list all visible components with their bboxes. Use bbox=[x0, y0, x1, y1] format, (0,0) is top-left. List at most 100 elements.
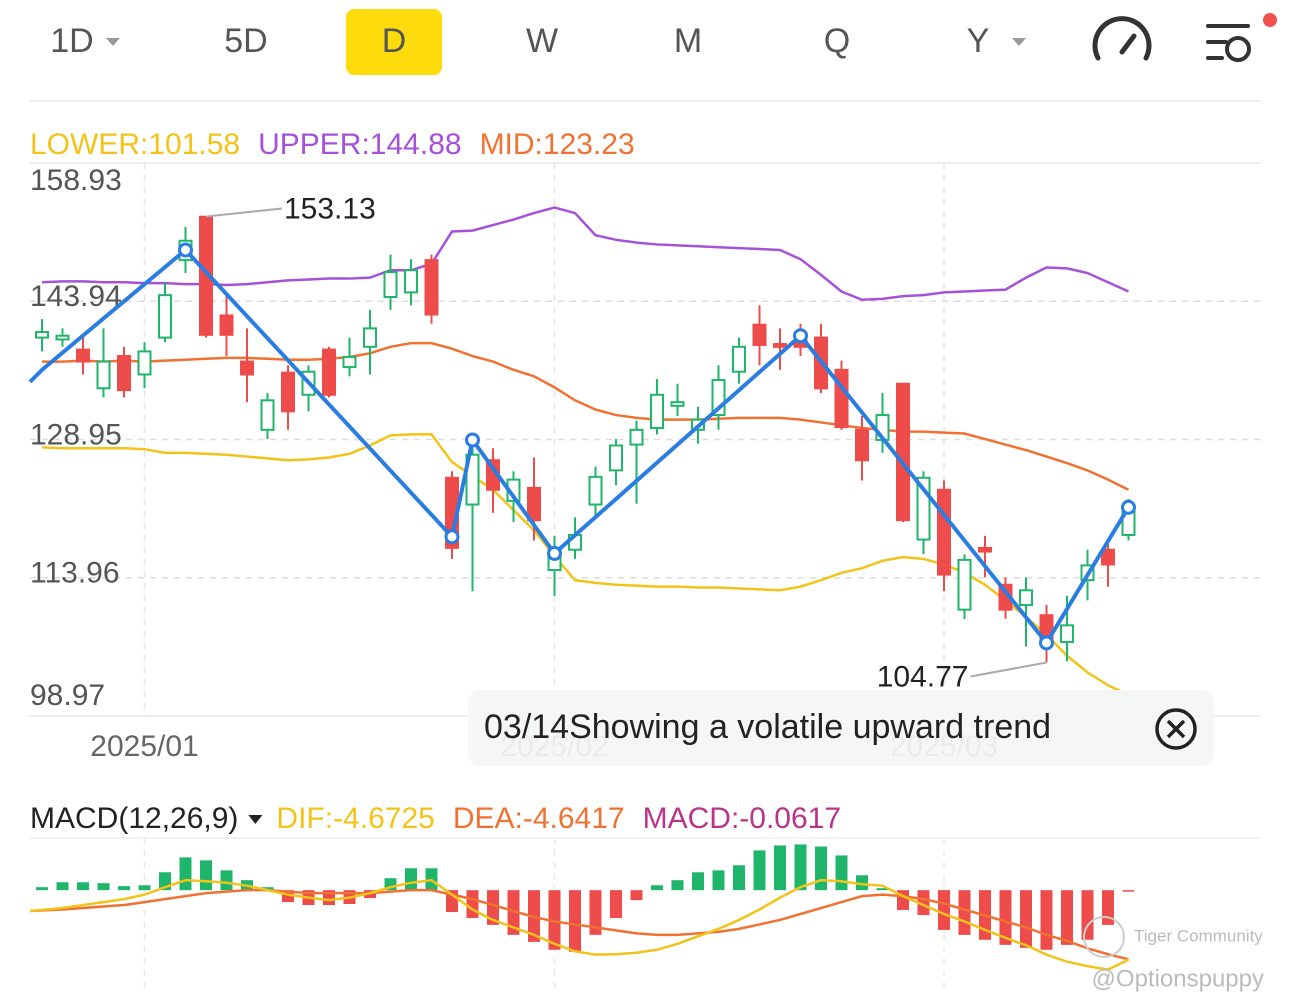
zigzag-point bbox=[1121, 499, 1136, 515]
tooltip-bg bbox=[468, 690, 1214, 766]
tab-label: 5D bbox=[224, 22, 267, 60]
y-tick-label: 158.93 bbox=[30, 164, 122, 197]
candle-body bbox=[1060, 624, 1074, 643]
macd-bar bbox=[77, 882, 89, 891]
zigzag-point bbox=[178, 242, 193, 258]
macd-bar bbox=[835, 855, 848, 891]
dropdown-arrow bbox=[106, 38, 120, 46]
tab-label: Q bbox=[824, 22, 850, 60]
macd-bar bbox=[466, 890, 479, 919]
candle-body bbox=[219, 314, 234, 336]
candle-body bbox=[465, 453, 480, 506]
dropdown-arrow bbox=[1012, 38, 1026, 46]
candle-body bbox=[96, 360, 111, 390]
macd-line bbox=[29, 878, 1130, 971]
macd-bar bbox=[1122, 890, 1135, 892]
candle-body bbox=[957, 558, 972, 611]
candle-body bbox=[55, 334, 70, 341]
macd-bar bbox=[282, 890, 294, 903]
candle-body bbox=[240, 360, 254, 376]
candle-body bbox=[834, 368, 849, 429]
macd-bar bbox=[384, 878, 397, 891]
candle-body bbox=[342, 355, 357, 369]
zigzag-point bbox=[547, 545, 562, 561]
needle bbox=[1119, 33, 1137, 55]
macd-bar bbox=[569, 890, 581, 952]
y-tick-label: 98.97 bbox=[30, 679, 105, 712]
candle-body bbox=[978, 546, 992, 553]
macd-bar bbox=[999, 890, 1012, 945]
speed-icon[interactable] bbox=[1092, 16, 1152, 61]
candle-body bbox=[1019, 589, 1033, 607]
macd-line bbox=[29, 888, 1129, 961]
macd-bar bbox=[610, 890, 622, 919]
macd-bar bbox=[774, 845, 786, 891]
zigzag-point bbox=[1039, 635, 1054, 651]
candle-body bbox=[322, 348, 336, 396]
annotation-label: 153.13 bbox=[284, 192, 376, 225]
tab[interactable]: M bbox=[674, 22, 702, 60]
y-tick-label: 128.95 bbox=[30, 418, 122, 451]
tab-label: Y bbox=[967, 22, 990, 60]
macd-label: DIF:-4.6725 bbox=[276, 802, 434, 835]
watermark: Tiger Community bbox=[1134, 926, 1263, 945]
tab[interactable]: Q bbox=[824, 22, 850, 60]
close-circle bbox=[1155, 708, 1197, 750]
macd-bar bbox=[671, 880, 684, 891]
tab[interactable]: 5D bbox=[224, 22, 267, 60]
macd-bar bbox=[56, 882, 69, 891]
macd-bar bbox=[548, 890, 561, 950]
candle-body bbox=[527, 486, 541, 522]
watermark-logo bbox=[1083, 916, 1125, 958]
candle-body bbox=[76, 348, 90, 363]
macd-label: MACD:-0.0617 bbox=[643, 802, 841, 835]
indicator-label: LOWER:101.58 bbox=[30, 128, 240, 161]
notify-dot bbox=[1263, 13, 1277, 27]
tab[interactable]: Y bbox=[967, 22, 1026, 60]
macd-bar bbox=[507, 890, 520, 935]
macd-bar bbox=[938, 890, 950, 930]
band-line bbox=[41, 206, 1130, 302]
macd-title: MACD(12,26,9) bbox=[30, 802, 238, 835]
macd-bar bbox=[753, 850, 766, 891]
macd-bar bbox=[589, 890, 602, 935]
tooltip[interactable]: 03/14Showing a volatile upward trend bbox=[468, 690, 1214, 766]
candle-body bbox=[588, 475, 603, 506]
macd-bar bbox=[1081, 890, 1094, 940]
candle-body bbox=[1101, 548, 1115, 566]
candle-body bbox=[117, 355, 131, 392]
tab-highlight bbox=[346, 9, 442, 75]
tab[interactable]: D bbox=[346, 9, 442, 75]
candle-body bbox=[773, 343, 787, 348]
candle-body bbox=[629, 428, 644, 446]
macd-bar bbox=[856, 875, 868, 891]
tab[interactable]: W bbox=[526, 22, 558, 60]
macd-bar bbox=[200, 860, 212, 891]
macd-bar bbox=[630, 890, 643, 901]
y-tick-label: 113.96 bbox=[30, 557, 120, 590]
macd-dropdown[interactable] bbox=[248, 815, 263, 824]
macd-bar bbox=[651, 885, 663, 891]
tab-label: 1D bbox=[50, 22, 93, 60]
close-button[interactable] bbox=[1155, 708, 1197, 750]
macd-bar bbox=[958, 890, 971, 935]
watermark: @Optionspuppy bbox=[1092, 965, 1264, 992]
icon-gear bbox=[1225, 36, 1251, 62]
tab[interactable]: 1D bbox=[50, 22, 120, 60]
macd-bar bbox=[794, 844, 807, 891]
tab-label: W bbox=[526, 22, 558, 60]
tooltip-text: 03/14Showing a volatile upward trend bbox=[484, 708, 1051, 746]
candle-body bbox=[404, 269, 418, 294]
macd-bar bbox=[1020, 890, 1032, 948]
settings-icon[interactable] bbox=[1206, 13, 1277, 62]
candle-body bbox=[281, 371, 295, 413]
candle-body bbox=[752, 323, 767, 346]
macd-bar bbox=[487, 890, 499, 925]
close-x bbox=[1166, 719, 1186, 739]
macd-bar bbox=[1040, 890, 1053, 950]
candle-body bbox=[937, 488, 951, 576]
macd-bar bbox=[917, 890, 930, 916]
candle-body bbox=[670, 401, 685, 407]
tab-label: D bbox=[382, 22, 407, 60]
